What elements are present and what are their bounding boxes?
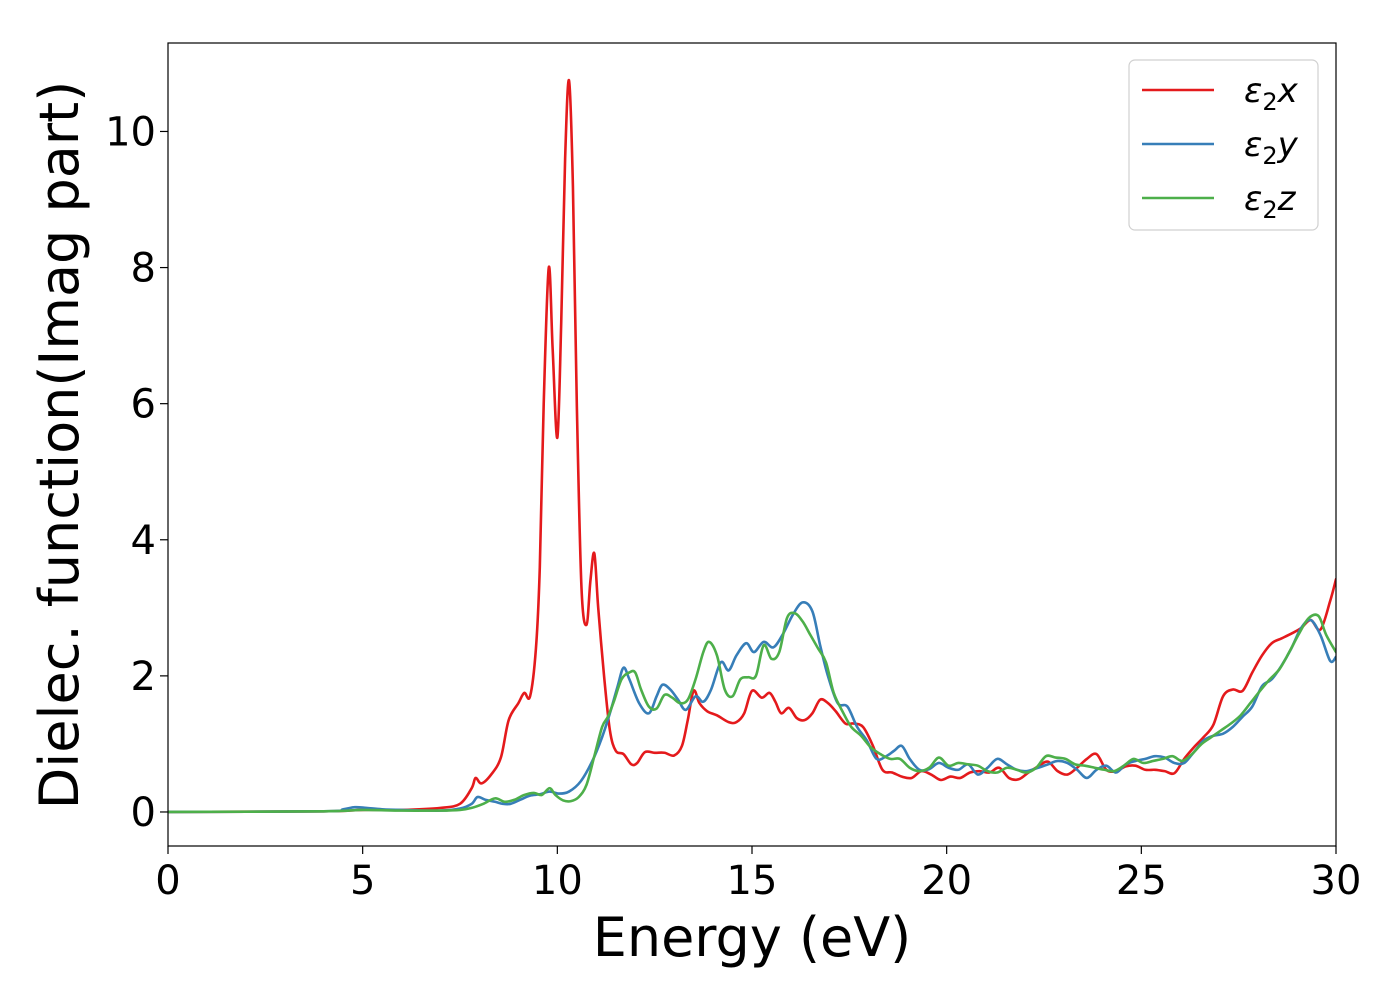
legend-label-x: ε2x — [1244, 71, 1299, 116]
legend-label-y: ε2y — [1244, 125, 1299, 170]
y-tick-label: 6 — [131, 382, 156, 428]
x-tick-label: 15 — [727, 858, 778, 904]
x-tick-label: 25 — [1116, 858, 1167, 904]
x-tick-label: 5 — [350, 858, 375, 904]
x-tick-label: 0 — [155, 858, 180, 904]
x-tick-label: 20 — [921, 858, 972, 904]
x-tick-label: 10 — [532, 858, 583, 904]
y-tick-label: 2 — [131, 654, 156, 700]
y-axis-ticks: 0 2 4 6 8 10 — [105, 109, 168, 836]
x-tick-label: 30 — [1311, 858, 1362, 904]
series-line-z — [168, 611, 1336, 814]
plot-frame — [167, 42, 1337, 847]
legend-box — [1128, 59, 1319, 231]
series-layer — [168, 79, 1336, 814]
y-tick-label: 4 — [131, 518, 156, 564]
y-axis-label: Dielec. function(Imag part) — [28, 81, 91, 810]
x-axis-label: Energy (eV) — [593, 906, 912, 969]
y-tick-label: 0 — [131, 790, 156, 836]
legend-label-z: ε2z — [1244, 179, 1297, 224]
y-tick-label: 8 — [131, 246, 156, 292]
y-tick-label: 10 — [105, 109, 156, 155]
series-line-x — [168, 79, 1336, 814]
legend: ε2x ε2y ε2z — [1128, 59, 1319, 231]
x-axis-ticks: 0 5 10 15 20 25 30 — [155, 846, 1361, 904]
